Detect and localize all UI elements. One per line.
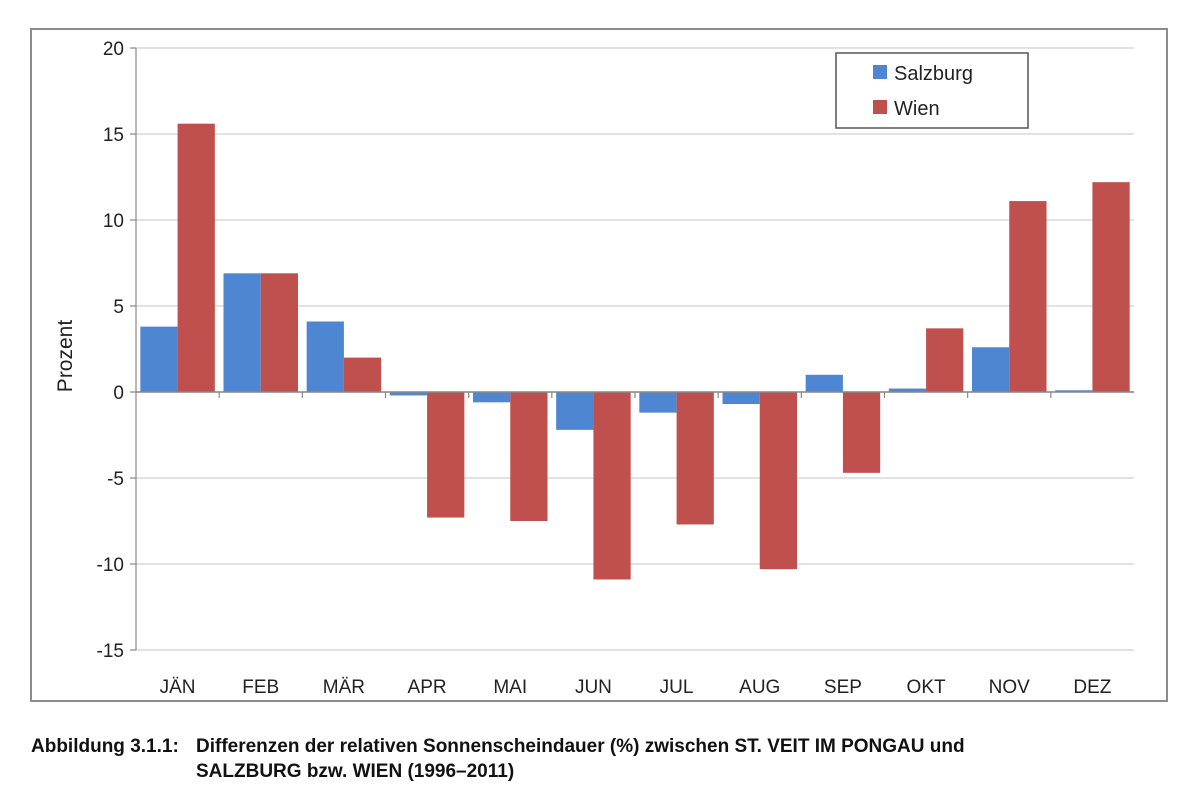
- legend-swatch-wien: [873, 100, 887, 114]
- bar-salzburg-nov: [971, 347, 1010, 392]
- x-tick-label: APR: [408, 677, 447, 698]
- bar-wien-mär: [343, 357, 382, 392]
- bar-wien-aug: [759, 392, 798, 570]
- bar-chart: 20 15 10 5 0 -5 -10 -15 JÄN FEB MÄR APR MAI JUN JUL AUG…: [54, 39, 1134, 698]
- y-axis-title: Prozent: [54, 320, 77, 393]
- bar-wien-mai: [510, 392, 548, 521]
- caption-label: Abbildung 3.1.1:: [31, 736, 179, 757]
- caption-line-2: SALZBURG bzw. WIEN (1996–2011): [196, 761, 515, 782]
- legend: Salzburg Wien: [835, 52, 1029, 129]
- y-tick-label: 5: [113, 297, 124, 318]
- x-tick-label: NOV: [989, 677, 1031, 698]
- bar-salzburg-dez: [1055, 390, 1093, 392]
- axes: 20 15 10 5 0 -5 -10 -15 JÄN FEB MÄR APR MAI JUN JUL AUG…: [97, 39, 1134, 698]
- bar-salzburg-jul: [639, 392, 677, 413]
- bar-salzburg-mär: [306, 321, 344, 392]
- bar-wien-jun: [593, 392, 631, 580]
- x-tick-label: JÄN: [160, 677, 196, 698]
- y-tick-label: 0: [113, 383, 124, 404]
- x-tick-label: FEB: [242, 677, 279, 698]
- caption-line-1: Differenzen der relativen Sonnenscheinda…: [196, 736, 965, 757]
- x-tick-label: OKT: [907, 677, 946, 698]
- bar-salzburg-aug: [722, 392, 760, 405]
- y-tick-label: 20: [103, 39, 124, 60]
- bar-salzburg-jän: [140, 326, 178, 392]
- x-tick-label: MAI: [493, 677, 527, 698]
- legend-box: [835, 52, 1029, 129]
- bar-salzburg-feb: [223, 273, 261, 392]
- legend-label-salzburg: Salzburg: [894, 63, 973, 85]
- y-tick-label: 15: [103, 125, 124, 146]
- x-tick-label: MÄR: [323, 677, 365, 698]
- y-tick-label: 10: [103, 211, 124, 232]
- x-tick-label: DEZ: [1073, 677, 1111, 698]
- bar-wien-okt: [926, 328, 964, 392]
- x-tick-label: JUL: [660, 677, 694, 698]
- bar-salzburg-apr: [389, 392, 428, 396]
- bar-salzburg-okt: [888, 388, 927, 392]
- bar-wien-jul: [676, 392, 714, 525]
- bar-wien-jän: [177, 123, 215, 393]
- bar-salzburg-mai: [472, 392, 511, 403]
- bar-wien-apr: [427, 392, 465, 518]
- y-tick-label: -10: [97, 555, 124, 576]
- x-tick-label: JUN: [575, 677, 612, 698]
- bar-salzburg-sep: [805, 374, 843, 392]
- legend-label-wien: Wien: [894, 98, 940, 120]
- y-tick-label: -15: [97, 641, 124, 662]
- legend-swatch-salzburg: [873, 65, 887, 79]
- x-tick-label: AUG: [739, 677, 780, 698]
- bar-wien-dez: [1092, 182, 1130, 392]
- y-tick-label: -5: [107, 469, 124, 490]
- bar-wien-feb: [260, 273, 299, 392]
- bars: [140, 123, 1130, 580]
- x-tick-label: SEP: [824, 677, 862, 698]
- figure-caption: Abbildung 3.1.1: Differenzen der relative…: [31, 734, 1181, 784]
- bar-wien-nov: [1009, 201, 1047, 392]
- bar-wien-sep: [842, 392, 881, 473]
- bar-salzburg-jun: [556, 392, 594, 430]
